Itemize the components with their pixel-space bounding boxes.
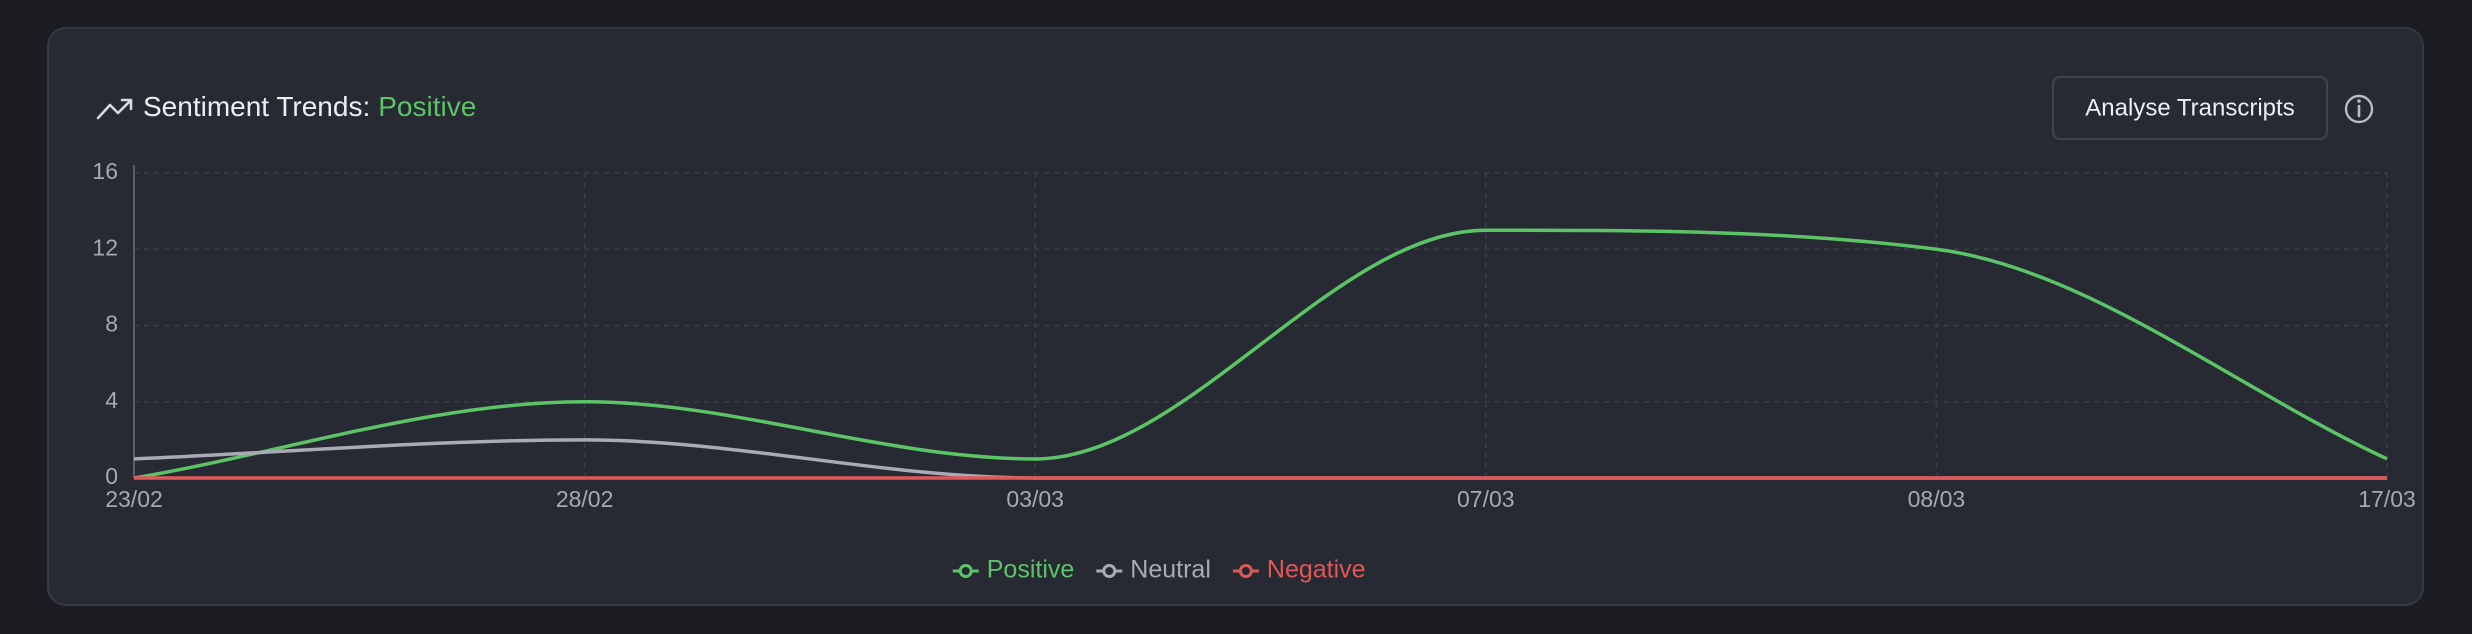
x-tick-label: 03/03 — [1006, 486, 1064, 512]
legend-item: Negative — [1232, 556, 1366, 584]
y-tick-label: 4 — [105, 387, 118, 413]
analyse-button[interactable]: Analyse Transcripts — [2052, 76, 2328, 140]
chart-title: Sentiment Trends: Positive — [143, 91, 476, 122]
y-tick-label: 16 — [92, 158, 118, 184]
legend-marker — [1102, 564, 1117, 578]
y-tick-label: 12 — [92, 234, 118, 260]
legend-marker — [958, 564, 973, 578]
legend-item: Neutral — [1096, 556, 1211, 584]
card — [47, 27, 2424, 606]
info-dot[interactable] — [2357, 99, 2361, 103]
title-highlight: Positive — [378, 91, 476, 122]
legend: Positive Neutral Negative — [952, 556, 1366, 584]
legend-label: Negative — [1267, 556, 1366, 584]
legend-label: Neutral — [1130, 556, 1211, 584]
button-frame[interactable] — [2052, 76, 2328, 140]
info-circle[interactable] — [2344, 94, 2374, 124]
y-tick-label: 8 — [105, 311, 118, 337]
y-tick-label: 0 — [105, 463, 118, 489]
legend-marker — [1238, 564, 1253, 578]
x-tick-label: 07/03 — [1457, 486, 1515, 512]
title-text: Sentiment Trends: — [143, 91, 370, 122]
x-tick-label: 08/03 — [1908, 486, 1966, 512]
button-label[interactable]: Analyse Transcripts — [2085, 94, 2294, 121]
info-icon[interactable] — [2344, 94, 2374, 124]
legend-label: Positive — [987, 556, 1075, 584]
x-tick-label: 23/02 — [105, 486, 163, 512]
series-line — [133, 228, 2388, 480]
x-tick-label: 28/02 — [556, 486, 614, 512]
trend-icon — [96, 98, 133, 120]
legend-item: Positive — [952, 556, 1075, 584]
x-tick-label: 17/03 — [2358, 486, 2416, 512]
